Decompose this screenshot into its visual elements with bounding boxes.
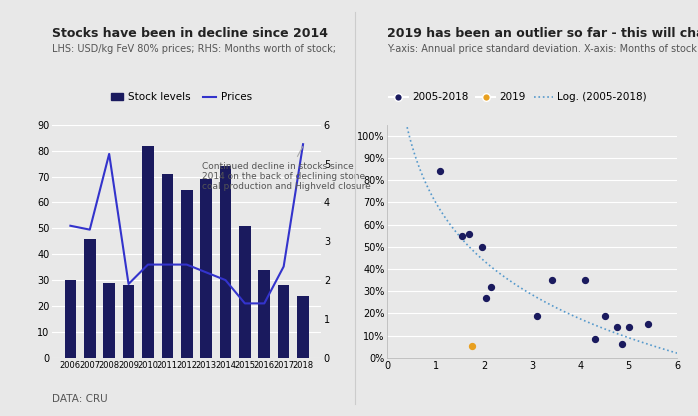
Text: Stocks have been in decline since 2014: Stocks have been in decline since 2014	[52, 27, 328, 40]
Point	[476, 243, 487, 250]
Point	[464, 230, 475, 237]
Text: 2019 has been an outlier so far - this will change: 2019 has been an outlier so far - this w…	[387, 27, 698, 40]
Bar	[239, 226, 251, 358]
Point	[456, 233, 468, 239]
Legend: 2005-2018, 2019, Log. (2005-2018): 2005-2018, 2019, Log. (2005-2018)	[385, 88, 651, 106]
Bar	[200, 179, 212, 358]
Bar	[278, 285, 290, 358]
Bar	[161, 174, 173, 358]
Point	[599, 312, 610, 319]
Legend: Stock levels, Prices: Stock levels, Prices	[106, 88, 256, 106]
Bar	[181, 190, 193, 358]
Point	[435, 168, 446, 175]
Bar	[84, 239, 96, 358]
Text: Continued decline in stocks since
2014 on the back of declining stone
coal produ: Continued decline in stocks since 2014 o…	[202, 147, 371, 191]
Bar	[103, 283, 115, 358]
Point	[623, 323, 634, 330]
Point	[546, 277, 557, 283]
Bar	[142, 146, 154, 358]
Bar	[220, 166, 231, 358]
Point	[642, 321, 653, 328]
Text: LHS: USD/kg FeV 80% prices; RHS: Months worth of stock;: LHS: USD/kg FeV 80% prices; RHS: Months …	[52, 44, 336, 54]
Bar	[297, 296, 309, 358]
Text: Y-axis: Annual price standard deviation. X-axis: Months of stock: Y-axis: Annual price standard deviation.…	[387, 44, 697, 54]
Bar	[258, 270, 270, 358]
Point	[486, 283, 497, 290]
Point	[611, 323, 623, 330]
Text: DATA: CRU: DATA: CRU	[52, 394, 108, 404]
Point	[481, 295, 492, 301]
Bar	[65, 280, 76, 358]
Point	[580, 277, 591, 283]
Point	[589, 336, 600, 342]
Bar	[123, 285, 134, 358]
Point	[466, 342, 477, 349]
Point	[531, 312, 542, 319]
Point	[616, 341, 627, 348]
